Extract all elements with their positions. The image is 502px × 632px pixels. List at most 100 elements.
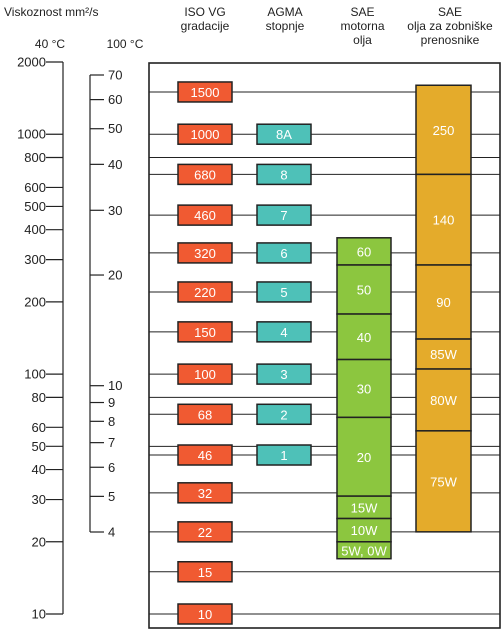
iso-vg-150-label: 150 bbox=[194, 325, 216, 340]
axis-40c-tick-label: 10 bbox=[32, 607, 46, 622]
iso-vg-320-label: 320 bbox=[194, 246, 216, 261]
axis-100c-tick-label: 4 bbox=[108, 525, 115, 540]
sae-gear-80w: 80W bbox=[415, 368, 472, 432]
agma-8-label: 8 bbox=[280, 167, 287, 182]
sae-gear-90-box bbox=[415, 264, 472, 340]
iso-vg-1500-box bbox=[177, 81, 233, 103]
sae-motor-30-label: 30 bbox=[357, 381, 371, 396]
axis-40c-tick-label: 60 bbox=[32, 420, 46, 435]
temp-40-label: 40 °C bbox=[34, 37, 66, 51]
agma-2-label: 2 bbox=[280, 407, 287, 422]
axis-100c-tick-label: 30 bbox=[108, 203, 122, 218]
agma-7-box bbox=[256, 204, 312, 226]
sae-motor-15w-label: 15W bbox=[351, 500, 378, 515]
agma-6-label: 6 bbox=[280, 246, 287, 261]
sae-motor-20-label: 20 bbox=[357, 450, 371, 465]
sae-gear-column: 250 140 90 85W 80W 75W bbox=[415, 84, 472, 533]
axis-40c-tick-label: 100 bbox=[24, 367, 46, 382]
iso-vg-1500-label: 1500 bbox=[191, 85, 220, 100]
agma-3-label: 3 bbox=[280, 367, 287, 382]
viscosity-header: Viskoznost mm²/s bbox=[4, 5, 99, 19]
iso-vg-1000: 1000 bbox=[177, 123, 233, 145]
axis-40c: 2000 1000 800 600 500 400 300 200 100 80 60 50 40 30 2… bbox=[17, 55, 64, 622]
sae-gear-250-box bbox=[415, 84, 472, 176]
agma-2-box bbox=[256, 403, 312, 426]
sae-gear-250-label: 250 bbox=[433, 123, 455, 138]
sae-motor-15w: 15W bbox=[336, 495, 392, 520]
axis-40c-tick-label: 80 bbox=[32, 390, 46, 405]
iso-vg-460-label: 460 bbox=[194, 208, 216, 223]
iso-vg-460-box bbox=[177, 204, 233, 226]
sae-motor-40: 40 bbox=[336, 313, 392, 361]
iso-vg-46-label: 46 bbox=[198, 448, 212, 463]
axis-40c-tick-label: 500 bbox=[24, 199, 46, 214]
sae-motor-5w-0w-box bbox=[336, 541, 392, 560]
agma-5: 5 bbox=[256, 281, 312, 303]
sae-motor-column: 60 50 40 30 20 15W 10W 5W, 0W bbox=[336, 237, 392, 560]
axis-100c-tick-label: 6 bbox=[108, 460, 115, 475]
sae-gear-85w-label: 85W bbox=[430, 347, 457, 362]
sae-motor-30-box bbox=[336, 358, 392, 419]
iso-vg-column: 1500 1000 680 460 320 220 150 100 68 46 32 22 15 10 bbox=[177, 81, 233, 625]
iso-vg-150: 150 bbox=[177, 321, 233, 343]
sae-gear-140: 140 bbox=[415, 173, 472, 266]
axis-40c-tick-label: 600 bbox=[24, 180, 46, 195]
sae-motor-30: 30 bbox=[336, 358, 392, 419]
agma-1: 1 bbox=[256, 444, 312, 466]
sae-motor-40-box bbox=[336, 313, 392, 361]
agma-8: 8 bbox=[256, 163, 312, 186]
iso-vg-460: 460 bbox=[177, 204, 233, 226]
axis-100c-tick-label: 8 bbox=[108, 414, 115, 429]
axis-40c-tick-label: 20 bbox=[32, 534, 46, 549]
iso-vg-10-box bbox=[177, 603, 233, 625]
iso-vg-1500: 1500 bbox=[177, 81, 233, 103]
agma-header-line-2: stopnje bbox=[265, 19, 305, 33]
sae-gear-85w: 85W bbox=[415, 338, 472, 370]
iso-vg-header-line-2: gradacije bbox=[180, 19, 230, 33]
agma-8-box bbox=[256, 163, 312, 186]
iso-vg-68-box bbox=[177, 403, 233, 426]
axis-40c-tick-label: 200 bbox=[24, 294, 46, 309]
sae-gear-250: 250 bbox=[415, 84, 472, 176]
iso-vg-15-box bbox=[177, 561, 233, 583]
axis-40c-tick-label: 400 bbox=[24, 222, 46, 237]
iso-vg-1000-label: 1000 bbox=[191, 127, 220, 142]
iso-vg-22-box bbox=[177, 521, 233, 543]
agma-7: 7 bbox=[256, 204, 312, 226]
sae-motor-60-label: 60 bbox=[357, 244, 371, 259]
agma-1-box bbox=[256, 444, 312, 466]
sae-gear-80w-label: 80W bbox=[430, 393, 457, 408]
sae-motor-50-label: 50 bbox=[357, 283, 371, 298]
axis-100c: 70 60 50 40 30 20 10 9 8 7 6 5 4 bbox=[89, 68, 122, 540]
iso-vg-header: ISO VG gradacije bbox=[160, 5, 250, 33]
iso-vg-68: 68 bbox=[177, 403, 233, 426]
agma-4-box bbox=[256, 321, 312, 343]
iso-vg-100: 100 bbox=[177, 363, 233, 385]
temp-100-label: 100 °C bbox=[106, 37, 144, 51]
agma-3: 3 bbox=[256, 363, 312, 385]
iso-vg-680: 680 bbox=[177, 163, 233, 186]
iso-vg-320-box bbox=[177, 242, 233, 264]
sae-motor-20: 20 bbox=[336, 416, 392, 497]
axis-40c-tick-label: 800 bbox=[24, 150, 46, 165]
agma-1-label: 1 bbox=[280, 448, 287, 463]
agma-column: 8A 8 7 6 5 4 3 2 1 bbox=[256, 123, 312, 466]
agma-4: 4 bbox=[256, 321, 312, 343]
axis-100c-tick-label: 50 bbox=[108, 121, 122, 136]
iso-vg-1000-box bbox=[177, 123, 233, 145]
sae-gear-140-label: 140 bbox=[433, 213, 455, 228]
iso-vg-100-label: 100 bbox=[194, 367, 216, 382]
iso-vg-100-box bbox=[177, 363, 233, 385]
axis-100c-tick-label: 70 bbox=[108, 68, 122, 83]
iso-vg-320: 320 bbox=[177, 242, 233, 264]
axis-40c-tick-label: 300 bbox=[24, 252, 46, 267]
sae-gear-90: 90 bbox=[415, 264, 472, 340]
axis-100c-tick-label: 20 bbox=[108, 268, 122, 283]
iso-vg-46: 46 bbox=[177, 444, 233, 466]
chart-frame bbox=[148, 62, 501, 629]
sae-motor-header-line-3: olja bbox=[353, 33, 372, 47]
sae-gear-80w-box bbox=[415, 368, 472, 432]
agma-5-label: 5 bbox=[280, 285, 287, 300]
sae-motor-40-label: 40 bbox=[357, 330, 371, 345]
